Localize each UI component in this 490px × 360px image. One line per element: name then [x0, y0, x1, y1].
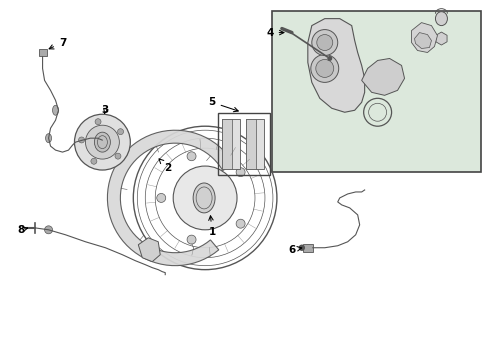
Circle shape: [187, 235, 196, 244]
Polygon shape: [412, 23, 438, 53]
Circle shape: [299, 245, 304, 250]
Polygon shape: [436, 32, 447, 45]
Ellipse shape: [52, 105, 58, 115]
Bar: [39, 49, 47, 56]
Text: 5: 5: [208, 97, 238, 112]
Text: 3: 3: [102, 105, 109, 115]
Text: 8: 8: [17, 225, 27, 235]
Circle shape: [157, 193, 166, 202]
Bar: [246, 119, 264, 169]
Circle shape: [236, 219, 245, 228]
Text: 7: 7: [49, 37, 66, 49]
Circle shape: [312, 30, 338, 55]
Circle shape: [236, 168, 245, 177]
Bar: [272, 11, 481, 172]
Circle shape: [115, 153, 121, 159]
Circle shape: [91, 158, 97, 164]
Bar: [222, 119, 240, 169]
Polygon shape: [107, 130, 234, 266]
Bar: [303, 244, 313, 252]
Circle shape: [187, 152, 196, 161]
Circle shape: [118, 129, 123, 135]
Text: 1: 1: [208, 216, 216, 237]
Polygon shape: [308, 19, 365, 112]
Circle shape: [95, 119, 101, 125]
Circle shape: [173, 166, 237, 230]
Text: 2: 2: [159, 159, 172, 173]
Circle shape: [317, 35, 333, 50]
Circle shape: [316, 59, 334, 77]
Bar: [246, 119, 256, 169]
Text: 6: 6: [288, 245, 302, 255]
Ellipse shape: [436, 12, 447, 26]
Ellipse shape: [95, 132, 110, 152]
Circle shape: [311, 54, 339, 82]
Bar: [218, 113, 270, 175]
Text: 4: 4: [266, 28, 284, 37]
Ellipse shape: [46, 134, 51, 143]
Circle shape: [85, 125, 120, 159]
Circle shape: [327, 56, 332, 61]
Polygon shape: [138, 238, 160, 262]
Polygon shape: [415, 32, 432, 49]
Bar: [222, 119, 232, 169]
Ellipse shape: [193, 183, 215, 213]
Circle shape: [74, 114, 130, 170]
Circle shape: [45, 226, 52, 234]
Circle shape: [78, 137, 85, 143]
Polygon shape: [362, 58, 405, 95]
